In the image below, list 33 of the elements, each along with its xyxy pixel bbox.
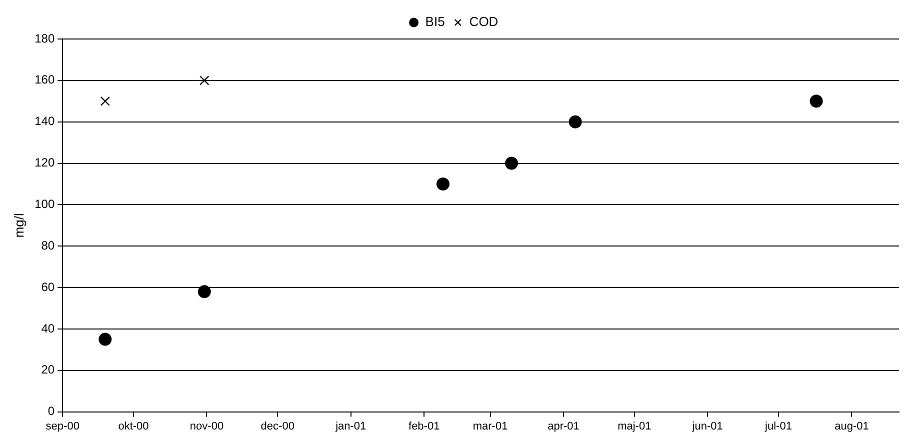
x-tick-label: jan-01 xyxy=(334,420,366,432)
point xyxy=(100,96,110,106)
x-tick-label: maj-01 xyxy=(618,420,652,432)
y-tick-label: 20 xyxy=(41,362,55,377)
x-tick-label: feb-01 xyxy=(408,420,440,432)
point xyxy=(200,76,210,86)
legend-label: COD xyxy=(469,14,498,30)
point xyxy=(568,115,582,128)
x-tick-label: apr-01 xyxy=(548,420,580,432)
point xyxy=(98,332,112,346)
y-tick-label: 100 xyxy=(34,197,55,211)
y-tick-label: 120 xyxy=(34,156,55,170)
x-tick-label: jul-01 xyxy=(764,420,792,432)
y-tick-label: 60 xyxy=(41,280,55,294)
y-tick-label: 0 xyxy=(48,404,55,418)
y-tick-label: 140 xyxy=(34,114,55,128)
y-tick-label: 160 xyxy=(34,72,55,87)
point xyxy=(810,94,823,108)
y-axis-title: mg/l xyxy=(11,213,26,238)
y-tick-label: 180 xyxy=(34,31,55,46)
x-tick-label: mar-01 xyxy=(472,420,508,432)
x-tick-label: aug-01 xyxy=(834,420,869,432)
y-tick-label: 40 xyxy=(41,321,55,336)
y-tick-label: 80 xyxy=(41,238,55,252)
x-tick-label: nov-00 xyxy=(190,420,224,432)
x-tick-label: okt-00 xyxy=(118,420,149,432)
x-tick-label: dec-00 xyxy=(260,420,294,432)
point xyxy=(505,156,518,170)
point xyxy=(436,177,450,190)
legend-label: BI5 xyxy=(425,14,445,30)
point xyxy=(198,285,211,298)
x-tick-label: jun-01 xyxy=(691,420,723,432)
x-tick-label: sep-00 xyxy=(46,420,80,432)
